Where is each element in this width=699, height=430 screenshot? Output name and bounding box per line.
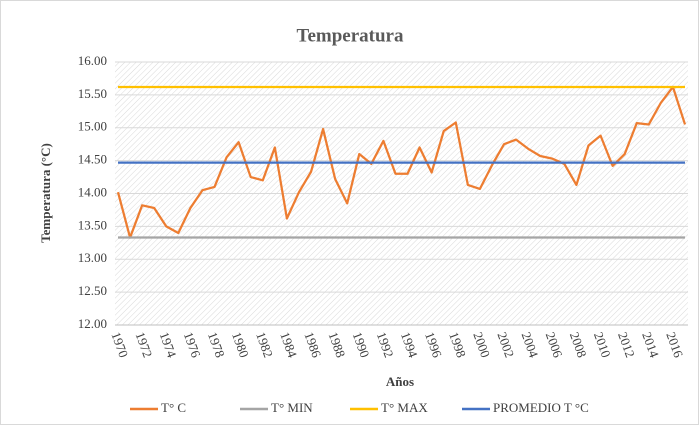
legend-label: T° MAX — [381, 400, 428, 415]
y-axis-title: Temperatura (°C) — [38, 143, 53, 243]
legend-label: PROMEDIO T °C — [493, 400, 589, 415]
chart-title: Temperatura — [297, 25, 404, 46]
y-tick-label: 13.00 — [78, 250, 107, 265]
y-tick-label: 14.00 — [78, 184, 107, 199]
y-tick-label: 13.50 — [78, 217, 107, 232]
y-tick-label: 16.00 — [78, 53, 107, 68]
y-tick-label: 12.00 — [78, 316, 107, 331]
y-tick-label: 12.50 — [78, 283, 107, 298]
legend-label: T° MIN — [271, 400, 313, 415]
x-axis-title: Años — [386, 374, 414, 389]
legend-label: T° C — [161, 400, 186, 415]
series-line — [116, 85, 687, 239]
y-tick-label: 14.50 — [78, 152, 107, 167]
y-tick-label: 15.50 — [78, 86, 107, 101]
y-tick-label: 15.00 — [78, 119, 107, 134]
